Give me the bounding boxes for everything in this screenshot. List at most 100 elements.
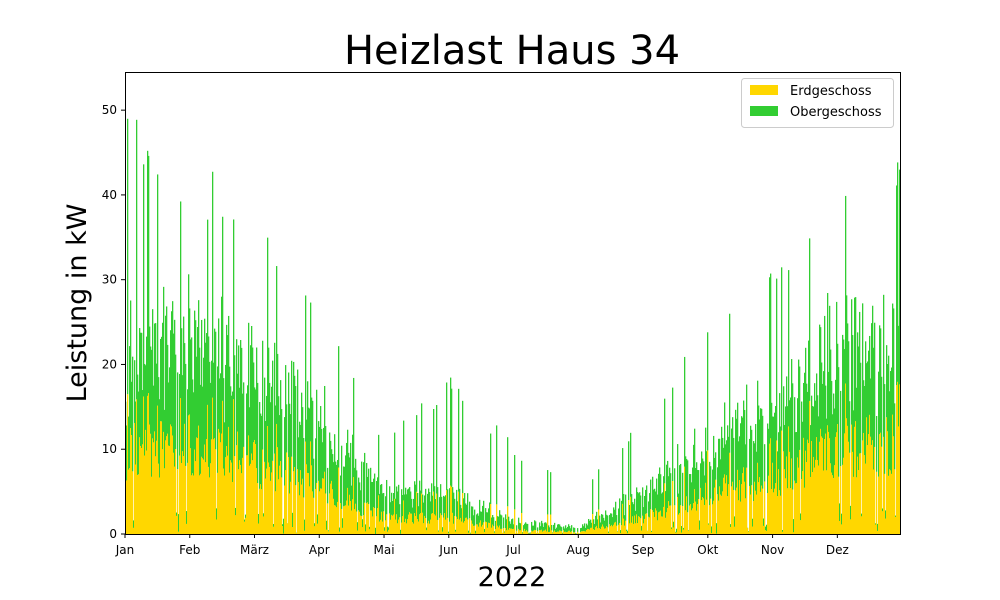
bar-erdgeschoss [535,530,537,534]
bar-erdgeschoss [894,469,896,534]
bar-erdgeschoss [852,451,854,534]
bar-obergeschoss [587,525,589,529]
bar-erdgeschoss [605,528,607,534]
bar-erdgeschoss [370,510,372,534]
bar-obergeschoss [877,523,879,531]
bar-erdgeschoss [678,514,680,534]
bar-obergeschoss [619,498,621,523]
bar-erdgeschoss [338,467,340,534]
bar-obergeschoss [137,374,139,475]
bar-obergeschoss [375,527,377,534]
y-tick-label: 40 [102,188,117,202]
bar-obergeschoss [460,504,462,518]
bar-obergeschoss [819,324,821,442]
bar-erdgeschoss [825,433,827,534]
bar-erdgeschoss [537,531,539,534]
bar-obergeschoss [712,469,714,505]
bar-obergeschoss [643,507,645,524]
bar-erdgeschoss [531,530,533,534]
bar-erdgeschoss [886,417,888,534]
bar-erdgeschoss [255,443,257,534]
bar-obergeschoss [560,526,562,531]
bar-obergeschoss [520,523,522,531]
bar-erdgeschoss [427,523,429,534]
bar-erdgeschoss [133,527,135,534]
bar-erdgeschoss [538,533,540,534]
bar-obergeschoss [514,455,516,510]
bar-obergeschoss [392,501,394,516]
bar-erdgeschoss [602,524,604,534]
bar-erdgeschoss [304,530,306,534]
bar-obergeschoss [630,432,632,497]
bar-erdgeschoss [180,398,182,534]
bar-erdgeschoss [321,488,323,534]
bar-erdgeschoss [663,506,665,534]
bar-obergeschoss [334,434,336,506]
bar-erdgeschoss [272,460,274,534]
bar-erdgeschoss [679,513,681,534]
bar-obergeschoss [426,527,428,531]
bar-obergeschoss [456,489,458,517]
bar-obergeschoss [827,293,829,426]
bar-obergeschoss [465,503,467,518]
bar-obergeschoss [699,520,701,530]
bar-obergeschoss [785,406,787,479]
bar-obergeschoss [269,382,271,467]
bar-erdgeschoss [829,438,831,534]
bar-obergeschoss [756,451,758,495]
bar-erdgeschoss [214,438,216,534]
bar-erdgeschoss [189,414,191,534]
bar-obergeschoss [180,201,182,399]
bar-obergeschoss [897,162,899,382]
bar-erdgeschoss [330,483,332,534]
bar-erdgeschoss [778,469,780,534]
bar-erdgeschoss [580,531,582,534]
bar-erdgeschoss [433,491,435,534]
bar-erdgeschoss [785,478,787,534]
bar-obergeschoss [432,495,434,513]
bar-obergeschoss [832,414,834,476]
bar-erdgeschoss [862,440,864,534]
bar-obergeschoss [845,195,847,384]
bar-erdgeschoss [728,484,730,534]
bar-obergeschoss [431,483,433,514]
bar-obergeschoss [362,519,364,528]
bar-obergeschoss [271,386,273,473]
bar-obergeschoss [779,393,781,491]
bar-erdgeschoss [621,525,623,534]
bar-erdgeschoss [220,442,222,534]
bar-erdgeschoss [165,440,167,534]
bar-erdgeschoss [382,521,384,534]
bar-obergeschoss [412,507,414,523]
bar-obergeschoss [253,362,255,443]
bar-obergeschoss [680,463,682,506]
bar-erdgeschoss [241,473,243,534]
bar-erdgeschoss [599,528,601,534]
bar-erdgeschoss [368,504,370,534]
bar-erdgeschoss [498,527,500,534]
bar-erdgeschoss [569,530,571,534]
bar-erdgeschoss [583,530,585,534]
bar-obergeschoss [177,372,179,470]
bar-obergeschoss [393,493,395,515]
bar-erdgeschoss [481,526,483,534]
bar-obergeschoss [266,395,268,469]
bar-obergeschoss [665,491,667,518]
bar-obergeschoss [466,504,468,518]
bar-obergeschoss [798,359,800,468]
bar-obergeschoss [448,531,450,534]
bar-obergeschoss [215,331,217,450]
bar-obergeschoss [776,278,778,441]
bar-obergeschoss [631,494,633,523]
bar-obergeschoss [370,467,372,511]
bar-erdgeschoss [311,465,313,534]
bar-erdgeschoss [302,478,304,534]
bar-obergeschoss [418,506,420,522]
bar-erdgeschoss [227,455,229,534]
bar-erdgeschoss [139,437,141,534]
bar-erdgeschoss [461,521,463,534]
bar-obergeschoss [594,523,596,530]
bar-obergeschoss [649,493,651,518]
bar-erdgeschoss [404,522,406,534]
bar-obergeschoss [530,532,532,534]
